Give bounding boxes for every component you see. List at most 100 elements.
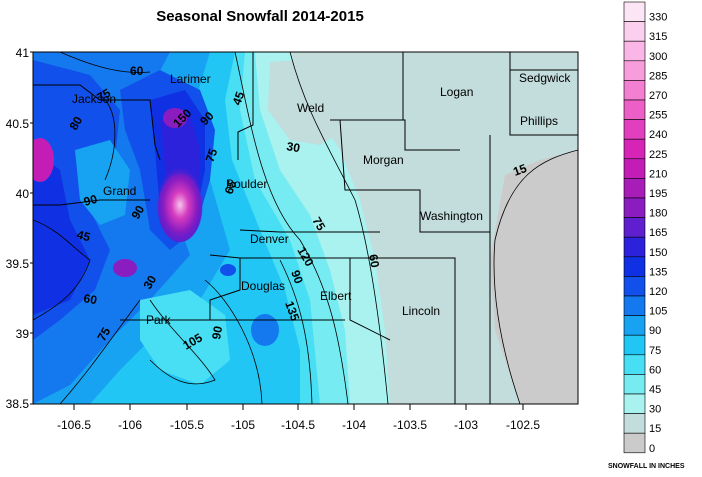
county-label-sedgwick: Sedgwick	[519, 71, 571, 85]
legend-value-label: 225	[649, 149, 667, 161]
legend-value-label: 210	[649, 168, 667, 180]
contour-label: 80	[66, 114, 85, 133]
county-label-weld: Weld	[297, 101, 324, 115]
county-label-jackson: Jackson	[72, 92, 116, 106]
x-tick-label: -102.5	[506, 418, 540, 432]
legend-caption: SNOWFALL IN INCHES	[608, 463, 685, 470]
x-axis: -106.5 -106 -105.5 -105 -104.5 -104 -103…	[57, 418, 540, 432]
legend-swatch	[623, 393, 646, 414]
legend-value-label: 135	[649, 266, 667, 278]
county-label-park: Park	[146, 313, 172, 327]
legend-swatch	[623, 158, 646, 179]
contour-label: 90	[128, 203, 147, 222]
county-boundaries	[33, 52, 578, 404]
x-tick-label: -103.5	[393, 418, 427, 432]
axis-ticks	[30, 51, 524, 410]
legend-value-label: 300	[649, 51, 667, 63]
county-label-elbert: Elbert	[320, 289, 352, 303]
legend-value-label: 270	[649, 90, 667, 102]
contour-label: 60	[82, 291, 98, 307]
y-tick-label: 40.5	[6, 117, 30, 131]
contour-lines	[33, 52, 578, 404]
contour-label: 60	[130, 64, 144, 78]
legend-swatch	[623, 21, 646, 42]
contour-label: 135	[282, 299, 302, 323]
contour-label: 60	[366, 253, 382, 269]
county-label-logan: Logan	[440, 85, 473, 99]
legend-value-label: 315	[649, 31, 667, 43]
legend-value-label: 240	[649, 129, 667, 141]
county-label-morgan: Morgan	[363, 153, 404, 167]
legend-value-label: 165	[649, 227, 667, 239]
legend-value-label: 120	[649, 286, 667, 298]
legend-swatch	[623, 99, 646, 120]
legend-value-label: 330	[649, 12, 667, 24]
county-label-grand: Grand	[103, 184, 136, 198]
legend-swatch	[623, 295, 646, 316]
legend-swatch	[623, 354, 646, 375]
legend-swatch	[623, 432, 646, 454]
legend-swatch	[623, 315, 646, 336]
legend-swatch	[623, 1, 646, 22]
y-tick-label: 39.5	[6, 257, 30, 271]
legend: 3303153002852702552402252101951801651501…	[623, 1, 667, 455]
legend-swatch	[623, 40, 646, 62]
x-tick-label: -105.5	[170, 418, 204, 432]
y-tick-label: 38.5	[6, 397, 30, 411]
county-label-washington: Washington	[420, 209, 483, 223]
x-tick-label: -106.5	[57, 418, 91, 432]
contour-label: 15	[511, 161, 529, 179]
legend-value-label: 285	[649, 70, 667, 82]
x-tick-label: -105	[231, 418, 255, 432]
legend-swatch	[623, 80, 646, 101]
legend-value-label: 15	[649, 423, 661, 435]
legend-swatch	[623, 197, 646, 218]
legend-swatch	[623, 217, 646, 238]
county-label-larimer: Larimer	[170, 72, 211, 86]
plot-area	[33, 52, 578, 404]
contour-label: 45	[75, 227, 92, 244]
legend-value-label: 30	[649, 404, 661, 416]
county-label-douglas: Douglas	[241, 279, 285, 293]
contour-label: 90	[209, 325, 225, 341]
y-tick-label: 40	[16, 187, 30, 201]
contour-label: 75	[94, 325, 113, 344]
legend-value-label: 60	[649, 364, 661, 376]
contour-label: 75	[95, 86, 114, 105]
contour-label: 65	[222, 178, 240, 196]
contour-label: 45	[230, 89, 248, 107]
y-tick-label: 39	[16, 327, 30, 341]
legend-swatch	[623, 138, 646, 160]
contour-label: 90	[288, 268, 306, 286]
x-tick-label: -106	[118, 418, 142, 432]
x-tick-label: -104.5	[281, 418, 315, 432]
legend-swatch	[623, 413, 646, 434]
legend-swatch	[623, 256, 646, 277]
county-label-boulder: Boulder	[226, 177, 267, 191]
x-tick-label: -103	[454, 418, 478, 432]
legend-swatch	[623, 60, 646, 81]
county-label-denver: Denver	[250, 232, 289, 246]
y-axis: 41 40.5 40 39.5 39 38.5	[6, 46, 30, 411]
y-tick-label: 41	[16, 46, 30, 60]
county-label-phillips: Phillips	[520, 114, 558, 128]
legend-value-label: 75	[649, 345, 661, 357]
legend-swatch	[623, 276, 646, 297]
map-title: Seasonal Snowfall 2014-2015	[156, 8, 364, 25]
county-label-group: Jackson Larimer Weld Logan Sedgwick Phil…	[72, 71, 571, 327]
legend-value-label: 90	[649, 325, 661, 337]
legend-value-label: 45	[649, 384, 661, 396]
legend-swatch	[623, 236, 646, 258]
x-tick-label: -104	[342, 418, 366, 432]
contour-label: 75	[203, 146, 221, 164]
legend-swatch	[623, 119, 646, 140]
legend-value-label: 0	[649, 443, 655, 455]
contour-label: 90	[82, 192, 99, 209]
contour-label: 75	[309, 215, 328, 234]
county-label-lincoln: Lincoln	[402, 304, 440, 318]
legend-swatch	[623, 178, 646, 199]
contour-label: 30	[140, 273, 159, 292]
plot-frame	[32, 51, 579, 405]
legend-value-label: 180	[649, 208, 667, 220]
